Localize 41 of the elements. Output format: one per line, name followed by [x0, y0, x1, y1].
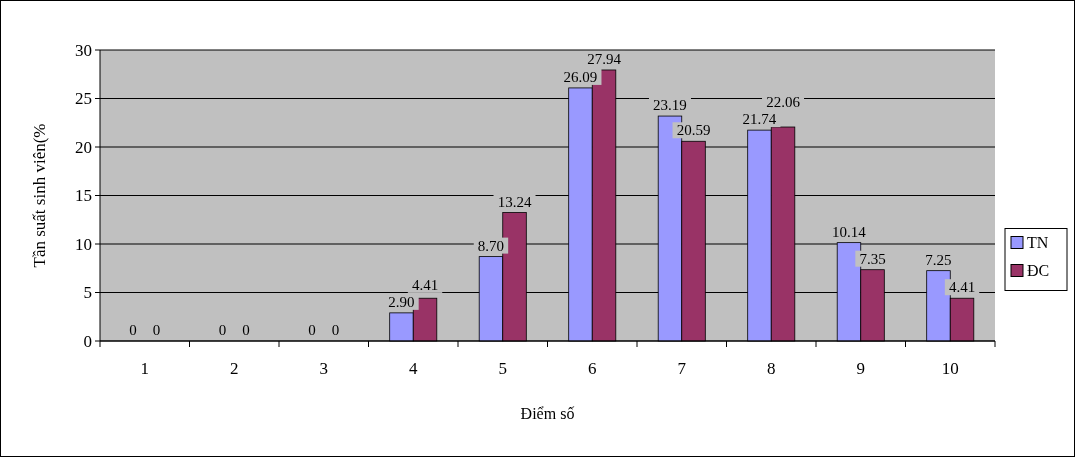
- y-tick-label: 10: [75, 234, 92, 254]
- data-label: 0: [152, 322, 161, 338]
- data-label: 4.41: [948, 279, 976, 296]
- x-tick-label: 5: [498, 359, 507, 378]
- data-label: 2.90: [388, 293, 415, 310]
- x-axis-title: Điểm số: [520, 405, 575, 422]
- data-label: 23.19: [653, 97, 687, 114]
- x-tick-label: 10: [941, 359, 959, 378]
- x-tick-label: 6: [588, 359, 597, 378]
- data-label: 26.09: [563, 68, 598, 85]
- y-axis-title: Tần suất sinh viên(%: [30, 123, 49, 268]
- y-tick-label: 30: [75, 40, 92, 60]
- x-tick-label: 3: [319, 359, 328, 378]
- data-label: 21.74: [742, 111, 777, 128]
- data-label: 0: [218, 322, 227, 338]
- data-label: 4.41: [411, 276, 439, 293]
- y-tick-label: 0: [83, 331, 92, 351]
- data-label: 27.94: [587, 50, 622, 67]
- data-label: 7.35: [859, 250, 886, 267]
- x-tick-label: 1: [140, 359, 149, 378]
- data-label: 0: [308, 322, 316, 338]
- y-tick-label: 20: [75, 137, 92, 157]
- data-label: 8.70: [477, 237, 505, 254]
- data-label: 22.06: [766, 94, 801, 111]
- x-tick-label: 7: [677, 359, 687, 378]
- data-label: 0: [331, 322, 340, 338]
- x-tick-label: 2: [230, 359, 239, 378]
- legend-label: ĐC: [1027, 262, 1050, 280]
- data-label: 0: [242, 322, 250, 338]
- data-label: 20.59: [676, 122, 711, 139]
- y-tick-label: 15: [75, 186, 92, 206]
- y-tick-label: 5: [83, 283, 92, 303]
- legend-label: TN: [1027, 234, 1049, 252]
- data-label: 13.24: [497, 193, 532, 210]
- x-tick-label: 4: [409, 359, 418, 378]
- y-tick-label: 25: [75, 89, 92, 109]
- data-label: 7.25: [925, 251, 952, 268]
- x-tick-label: 8: [767, 359, 776, 378]
- data-label: 0: [129, 322, 137, 338]
- data-label: 10.14: [832, 223, 867, 240]
- x-tick-label: 9: [856, 359, 865, 378]
